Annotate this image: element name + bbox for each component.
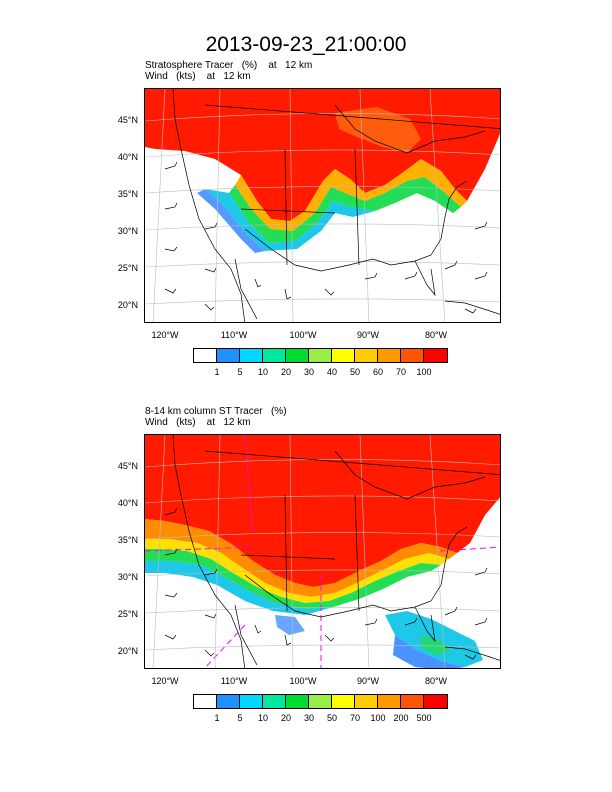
panel2-title: 8-14 km column ST Tracer (%) Wind (kts) a… bbox=[145, 406, 287, 428]
map2-lat-label-30: 30°N bbox=[117, 572, 138, 582]
map1-colorbar-swatch bbox=[424, 349, 447, 362]
panel2-title-line2: Wind (kts) at 12 km bbox=[145, 417, 251, 428]
map1-graticule bbox=[145, 89, 500, 322]
map2-colorbar-swatch bbox=[263, 695, 286, 708]
map2-colorbar-swatch bbox=[378, 695, 401, 708]
map1-colorbar-label: 1 bbox=[214, 367, 220, 377]
map1-lon-label-120w: 120°W bbox=[151, 330, 179, 340]
map1-colorbar-label: 30 bbox=[303, 367, 314, 377]
map2-colorbar-swatch bbox=[355, 695, 378, 708]
map2-tracer-blue-patch-west bbox=[275, 615, 305, 635]
map2-colorbar-swatch bbox=[194, 695, 217, 708]
map2-colorbar-label: 5 bbox=[237, 713, 243, 723]
map1-wind-barbs bbox=[164, 161, 488, 314]
map1-colorbar-swatch bbox=[401, 349, 424, 362]
map1-lat-label-40: 40°N bbox=[117, 152, 138, 162]
map2-colorbar-label: 500 bbox=[416, 713, 432, 723]
map2-lat-label-25: 25°N bbox=[117, 609, 138, 619]
map1-colorbar-label: 10 bbox=[257, 367, 268, 377]
map2-lat-label-20: 20°N bbox=[117, 646, 138, 656]
map2-colorbar-swatch bbox=[332, 695, 355, 708]
map1-lat-label-25: 25°N bbox=[117, 263, 138, 273]
map2-coastlines bbox=[172, 435, 500, 668]
map2-lon-label-90w: 90°W bbox=[356, 676, 380, 686]
map1-colorbar-label: 70 bbox=[395, 367, 406, 377]
map2-tracer-high-region bbox=[145, 435, 500, 587]
map1-lon-label-100w: 100°W bbox=[289, 330, 317, 340]
map1-tracer-green-band bbox=[229, 177, 461, 243]
map2-colorbar-swatch bbox=[401, 695, 424, 708]
map2-tracer-cyan-band bbox=[145, 561, 333, 615]
map1-colorbar-swatch bbox=[286, 349, 309, 362]
column-st-tracer-map bbox=[144, 434, 501, 669]
map1-lon-label-90w: 90°W bbox=[356, 330, 380, 340]
map2-lat-label-35: 35°N bbox=[117, 535, 138, 545]
map2-colorbar-label: 20 bbox=[280, 713, 291, 723]
map1-lat-label-20: 20°N bbox=[117, 300, 138, 310]
map1-colorbar-swatch bbox=[194, 349, 217, 362]
map1-colorbar-label: 20 bbox=[280, 367, 291, 377]
map2-colorbar-label: 200 bbox=[393, 713, 409, 723]
map1-lon-label-80w: 80°W bbox=[424, 330, 448, 340]
map2-lon-label-80w: 80°W bbox=[424, 676, 448, 686]
map2-tracer-green-band bbox=[145, 549, 441, 609]
map1-colorbar-label: 40 bbox=[326, 367, 337, 377]
map2-colorbar-swatch bbox=[240, 695, 263, 708]
map2-colorbar bbox=[193, 694, 448, 709]
map2-lat-label-45: 45°N bbox=[117, 461, 138, 471]
map1-tracer-blue-edge bbox=[197, 189, 265, 253]
map2-colorbar-label: 70 bbox=[349, 713, 360, 723]
map2-colorbar-label: 50 bbox=[326, 713, 337, 723]
map1-colorbar-swatch bbox=[309, 349, 332, 362]
map1-colorbar-swatch bbox=[332, 349, 355, 362]
map1-coastlines bbox=[172, 89, 500, 322]
map1-colorbar-swatch bbox=[355, 349, 378, 362]
map2-lon-label-120w: 120°W bbox=[151, 676, 179, 686]
panel1-title-line1: Stratosphere Tracer (%) at 12 km bbox=[145, 60, 313, 71]
map2-colorbar-label: 100 bbox=[370, 713, 386, 723]
map1-svg bbox=[145, 89, 500, 322]
map2-tracer-blue-patch-east bbox=[393, 635, 465, 668]
panel2-title-line1: 8-14 km column ST Tracer (%) bbox=[145, 406, 287, 417]
map1-colorbar-swatch bbox=[263, 349, 286, 362]
main-title: 2013-09-23_21:00:00 bbox=[205, 33, 407, 56]
map2-colorbar-swatch bbox=[309, 695, 332, 708]
map1-tracer-cyan-band bbox=[205, 189, 375, 251]
map1-colorbar-swatch bbox=[217, 349, 240, 362]
map1-colorbar-swatch bbox=[378, 349, 401, 362]
map2-tracer-yellow-band bbox=[145, 539, 449, 603]
map2-colorbar-swatch bbox=[286, 695, 309, 708]
map1-lat-label-45: 45°N bbox=[117, 115, 138, 125]
map2-colorbar-label: 30 bbox=[303, 713, 314, 723]
map2-lon-label-100w: 100°W bbox=[289, 676, 317, 686]
map1-colorbar bbox=[193, 348, 448, 363]
map1-colorbar-label: 50 bbox=[349, 367, 360, 377]
panel1-title-line2: Wind (kts) at 12 km bbox=[145, 71, 251, 82]
map2-lon-label-110w: 110°W bbox=[220, 676, 248, 686]
map2-colorbar-label: 10 bbox=[257, 713, 268, 723]
map2-colorbar-swatch bbox=[424, 695, 447, 708]
map2-colorbar-label: 1 bbox=[214, 713, 220, 723]
panel1-title: Stratosphere Tracer (%) at 12 km Wind (kt… bbox=[145, 60, 312, 82]
map1-lon-label-110w: 110°W bbox=[220, 330, 248, 340]
stratosphere-tracer-map bbox=[144, 88, 501, 323]
map1-lat-label-35: 35°N bbox=[117, 189, 138, 199]
map1-tracer-mid-band bbox=[235, 159, 467, 231]
map2-graticule bbox=[145, 435, 500, 668]
map1-tracer-orange-band bbox=[335, 107, 421, 153]
map2-tracer-orange-band bbox=[145, 519, 457, 597]
map2-lat-label-40: 40°N bbox=[117, 498, 138, 508]
map1-colorbar-label: 5 bbox=[237, 367, 243, 377]
map1-colorbar-swatch bbox=[240, 349, 263, 362]
map1-lat-label-30: 30°N bbox=[117, 226, 138, 236]
map1-colorbar-label: 60 bbox=[372, 367, 383, 377]
map2-svg bbox=[145, 435, 500, 668]
map2-colorbar-swatch bbox=[217, 695, 240, 708]
map1-colorbar-label: 100 bbox=[416, 367, 432, 377]
map2-wind-barbs bbox=[164, 507, 488, 660]
